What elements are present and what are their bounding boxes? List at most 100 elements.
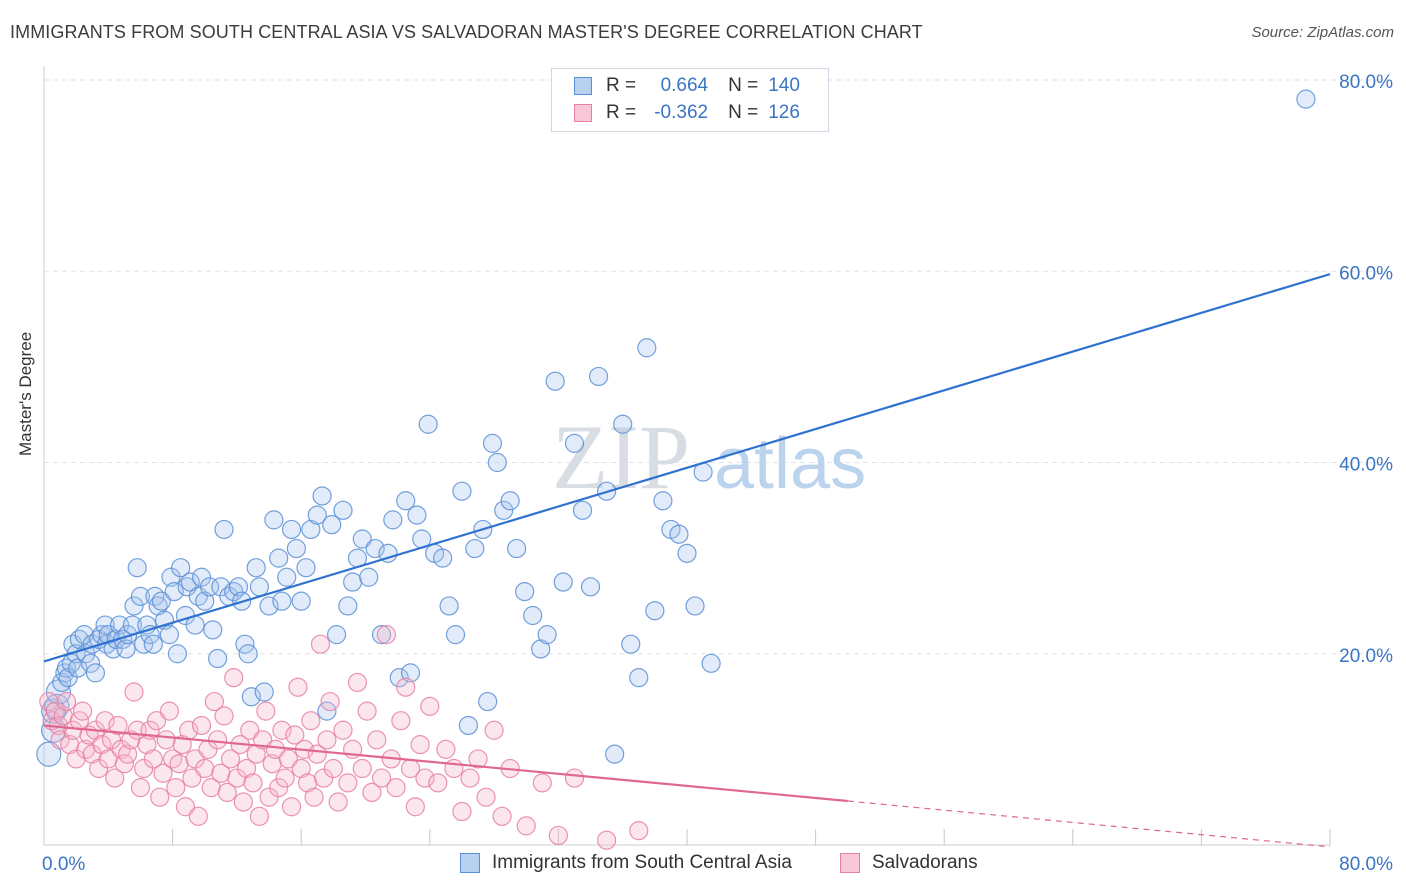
data-point-blue [531, 639, 551, 659]
data-point-blue [85, 663, 106, 683]
data-point-pink [188, 806, 208, 826]
data-point-pink [169, 754, 189, 774]
data-point-blue [68, 658, 88, 678]
data-point-pink [208, 730, 228, 750]
data-point-pink [108, 715, 128, 736]
data-point-blue [171, 558, 191, 578]
bottom-legend-swatch-pink [840, 853, 860, 873]
data-point-blue [307, 505, 327, 525]
data-point-blue [507, 538, 527, 559]
data-point-blue [203, 620, 223, 640]
data-point-blue [1296, 89, 1316, 109]
data-point-blue [164, 581, 184, 602]
data-point-blue [259, 596, 279, 616]
data-point-pink [352, 758, 372, 779]
legend-row-pink: R = -0.362 N = 126 [574, 100, 800, 126]
data-point-pink [278, 749, 298, 769]
x-tick-label-min: 0.0% [42, 854, 85, 875]
data-point-pink [428, 773, 448, 793]
data-point-pink [564, 768, 585, 788]
legend-swatch-pink [574, 104, 592, 122]
data-point-blue [396, 491, 416, 511]
legend-swatch-blue [574, 77, 592, 95]
y-axis-label: Master's Degree [16, 331, 35, 456]
data-point-blue [487, 452, 507, 473]
data-point-pink [420, 696, 440, 716]
legend-n-value-pink: 126 [768, 102, 800, 123]
data-point-pink [444, 758, 464, 779]
data-point-pink [150, 787, 170, 807]
data-point-pink [182, 768, 202, 788]
trend-line-pink [43, 724, 848, 803]
data-point-blue [116, 639, 136, 659]
data-point-blue [465, 538, 485, 559]
data-point-blue [637, 338, 657, 358]
data-point-blue [352, 529, 372, 549]
data-point-pink [240, 720, 260, 740]
data-point-pink [146, 711, 167, 731]
data-point-blue [452, 481, 472, 501]
data-point-pink [405, 797, 425, 817]
data-point-pink [172, 734, 192, 755]
data-point-blue [629, 668, 649, 688]
data-point-blue [195, 591, 215, 611]
data-point-blue [124, 596, 144, 616]
data-point-blue [400, 663, 421, 683]
data-point-pink [269, 778, 289, 798]
data-point-blue [322, 515, 342, 535]
data-point-blue [359, 567, 379, 587]
data-point-pink [396, 677, 416, 697]
data-point-blue [143, 634, 163, 654]
data-point-blue [500, 491, 520, 511]
data-point-blue [338, 596, 358, 616]
data-point-blue [515, 581, 535, 602]
data-point-pink [367, 730, 387, 750]
data-point-blue [254, 682, 274, 702]
data-point-blue [249, 577, 270, 597]
correlation-legend: R = 0.664 N = 140 R = -0.362 N = 126 [551, 68, 829, 132]
data-point-blue [312, 486, 332, 506]
data-point-blue [482, 433, 503, 453]
data-point-pink [629, 821, 649, 841]
source-label: Source: ZipAtlas.com [1251, 24, 1394, 41]
data-point-blue [478, 691, 498, 712]
legend-row-blue: R = 0.664 N = 140 [574, 73, 800, 99]
watermark-zip: ZIP [552, 406, 690, 508]
data-point-blue [167, 644, 188, 664]
data-point-pink [468, 749, 488, 769]
bottom-legend-swatch-blue [460, 853, 480, 873]
data-point-pink [386, 778, 406, 798]
data-point-pink [371, 768, 392, 788]
data-point-blue [523, 605, 543, 626]
legend-n-label: N = [728, 102, 759, 123]
data-point-pink [436, 739, 456, 759]
data-point-pink [153, 763, 173, 783]
data-point-pink [195, 758, 215, 779]
data-point-pink [272, 720, 292, 740]
data-point-pink [317, 730, 337, 750]
data-point-pink [281, 797, 302, 817]
data-point-blue [445, 625, 466, 645]
data-point-blue [371, 625, 392, 645]
data-point-blue [246, 558, 266, 578]
data-point-blue [272, 591, 292, 611]
data-point-blue [286, 538, 306, 559]
data-point-blue [134, 634, 154, 654]
data-point-pink [288, 677, 308, 697]
data-point-blue [301, 519, 321, 540]
data-point-pink [236, 758, 257, 779]
data-point-pink [410, 734, 430, 755]
bottom-legend-label-pink: Salvadorans [872, 852, 978, 873]
data-point-blue [613, 414, 633, 434]
gridlines [44, 79, 1390, 655]
data-point-blue [159, 625, 179, 645]
legend-r-label: R = [606, 102, 637, 123]
data-point-pink [362, 782, 382, 803]
data-point-pink [347, 672, 368, 693]
data-point-blue [701, 653, 721, 673]
data-point-pink [224, 668, 244, 688]
data-point-blue [365, 538, 385, 559]
data-point-blue [238, 644, 258, 664]
data-point-blue [130, 586, 151, 606]
